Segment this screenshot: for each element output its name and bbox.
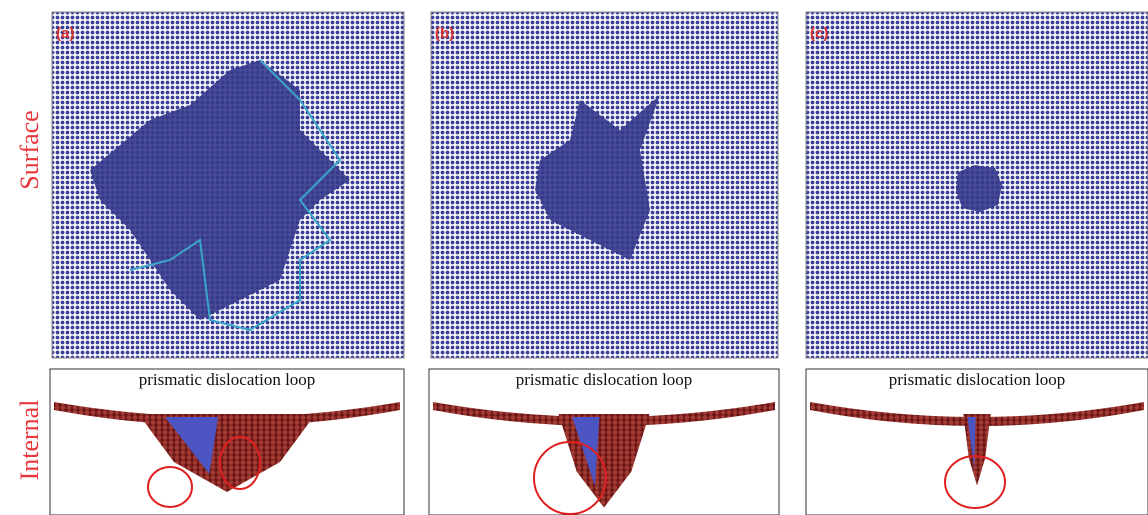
- row-label: Surface: [15, 110, 44, 189]
- panel-label: (c): [810, 25, 828, 42]
- panel-label: (b): [435, 25, 454, 42]
- caption: prismatic dislocation loop: [516, 370, 693, 389]
- caption: prismatic dislocation loop: [889, 370, 1066, 389]
- caption: prismatic dislocation loop: [139, 370, 316, 389]
- defect-region: [956, 165, 1002, 212]
- figure: Surface Internal (a) prismatic dislocatio…: [0, 0, 1148, 515]
- row-label: Internal: [15, 400, 44, 481]
- panel-label: (a): [56, 25, 74, 42]
